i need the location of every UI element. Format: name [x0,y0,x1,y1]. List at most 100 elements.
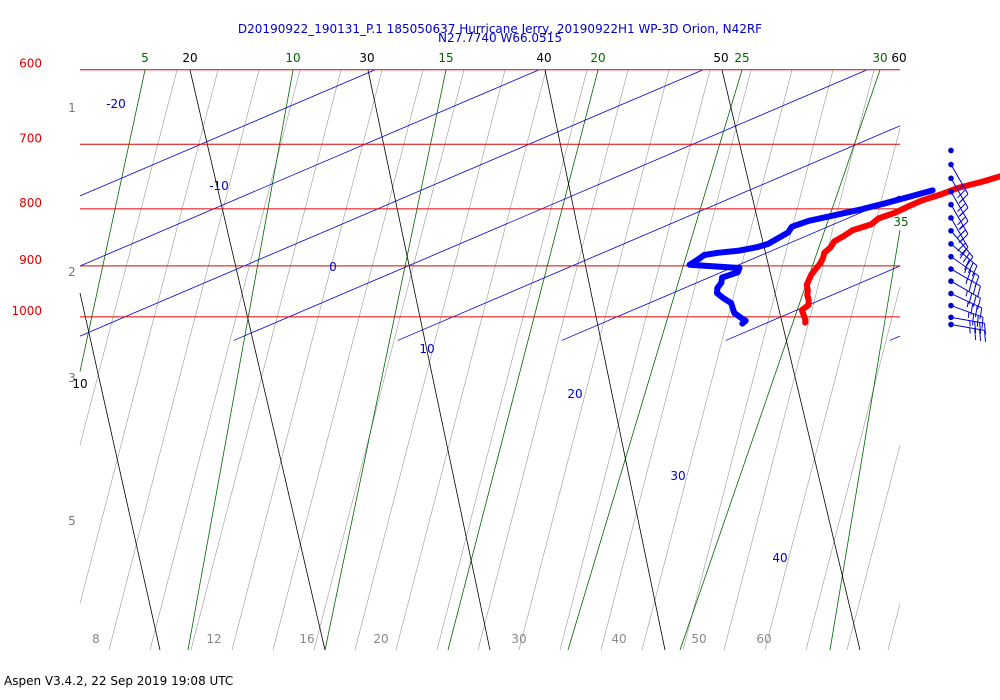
dry-adiabat-label: 20 [182,51,197,65]
mixing-ratio-label: 15 [438,51,453,65]
moist-adiabat-line [313,69,465,651]
wind-barb [948,161,969,203]
wind-barb-feather [979,329,982,341]
bottom-label: 12 [206,632,221,646]
dry-adiabat-line [721,69,861,651]
wind-barb-staff [950,280,981,299]
wind-barb [948,321,987,342]
wind-barb-feather [979,307,983,320]
bottom-label: 8 [92,632,100,646]
wind-barb-feather [979,322,982,334]
dry-adiabat-line [367,69,491,651]
isotherm-label: 0 [329,260,337,274]
pressure-label: 800 [19,196,42,210]
wind-barb [948,278,981,310]
dry-adiabat-line [544,69,666,651]
wind-barb-feather [964,259,970,270]
mixing-ratio-label: 5 [141,51,149,65]
moist-adiabat-line [79,69,178,446]
wind-barb-half-feather [969,327,971,334]
moist-adiabat-line [79,69,219,604]
wind-barb-feather [959,220,969,230]
wind-barb-feather [974,305,978,318]
mixing-ratio-label: 20 [590,51,605,65]
wind-barb-staff [950,191,969,222]
wind-barb-half-feather [958,198,964,204]
bottom-label: 20 [373,632,388,646]
bottom-label: 50 [691,632,706,646]
mixing-ratio-label: 25 [734,51,749,65]
isotherm-line [725,265,901,341]
isotherm-line [79,69,375,197]
wind-barb-staff [950,293,983,309]
pressure-label: 900 [19,253,42,267]
isotherm-label: -20 [106,97,126,111]
wind-barb-half-feather [964,267,968,274]
moist-adiabat-line [600,69,752,651]
wind-barb-staff [950,243,978,267]
dry-adiabat-label: 50 [713,51,728,65]
dry-adiabat-label: 40 [536,51,551,65]
wind-barb-half-feather [965,278,968,285]
moist-adiabat-line [272,69,424,651]
wind-barb-feather [977,285,981,298]
dry-adiabat-label: 60 [891,51,906,65]
bottom-label: 30 [511,632,526,646]
pressure-label: 600 [19,57,42,71]
moist-adiabat-line [682,69,834,651]
chart-title-line2: N27.7740 W66.0515 [438,31,562,45]
wind-barb-half-feather [958,225,964,230]
moist-adiabat-line [190,69,342,651]
isotherm-line [889,335,901,341]
bottom-label: 60 [756,632,771,646]
wind-barb-feather [957,189,966,199]
wind-barb-feather [957,242,966,252]
wind-barb-staff [950,305,984,318]
wind-barb-feather [957,229,966,239]
wind-barb-half-feather [969,320,971,327]
wind-barb-feather [976,315,979,327]
isotherm-line [79,69,539,267]
isotherm-label: 10 [419,342,434,356]
wind-barb-staff [950,256,980,277]
moist-adiabat-line [149,69,301,651]
moist-adiabat-line [231,69,383,651]
mixing-ratio-line [187,69,294,651]
wind-barb [948,302,984,329]
dry-adiabat-label: 30 [359,51,374,65]
wind-barb-half-feather [966,301,969,308]
wind-barb-staff [950,217,969,248]
wind-barb-staff [950,230,974,258]
wind-barb [948,241,978,277]
dry-adiabat-label: 10 [72,377,87,391]
isotherm-label: -10 [209,179,229,193]
dry-adiabat-line [79,292,161,651]
bottom-label: 16 [299,632,314,646]
moist-adiabat-line [108,69,260,651]
wind-barb-staff [950,164,969,195]
isotherm-label: 40 [772,551,787,565]
wind-barb-feather [972,295,977,307]
wind-barb-staff [950,204,969,235]
footer-version: Aspen V3.4.2, 22 Sep 2019 19:08 UTC [4,674,234,688]
mixing-ratio-label: 35 [893,215,908,229]
wind-barb-staff [950,324,985,331]
moist-adiabat-line [846,444,901,651]
isotherm-line [233,69,867,341]
moist-adiabat-line [518,69,670,651]
moist-adiabat-line [641,69,793,651]
wind-barb-feather [972,313,975,326]
wind-barb [948,147,954,154]
mixing-ratio-line [679,69,881,651]
wind-barb-staff [950,268,981,287]
moist-adiabat-line [887,603,901,651]
moist-adiabat-line [559,69,711,651]
chart-title-line1: D20190922_190131_P.1 185050637 Hurricane… [238,22,762,36]
wind-barb-feather [974,328,977,341]
wind-barb [948,201,969,243]
moist-adiabat-line [723,69,875,651]
wind-barb [948,188,969,230]
wind-barb-feather [971,265,978,277]
